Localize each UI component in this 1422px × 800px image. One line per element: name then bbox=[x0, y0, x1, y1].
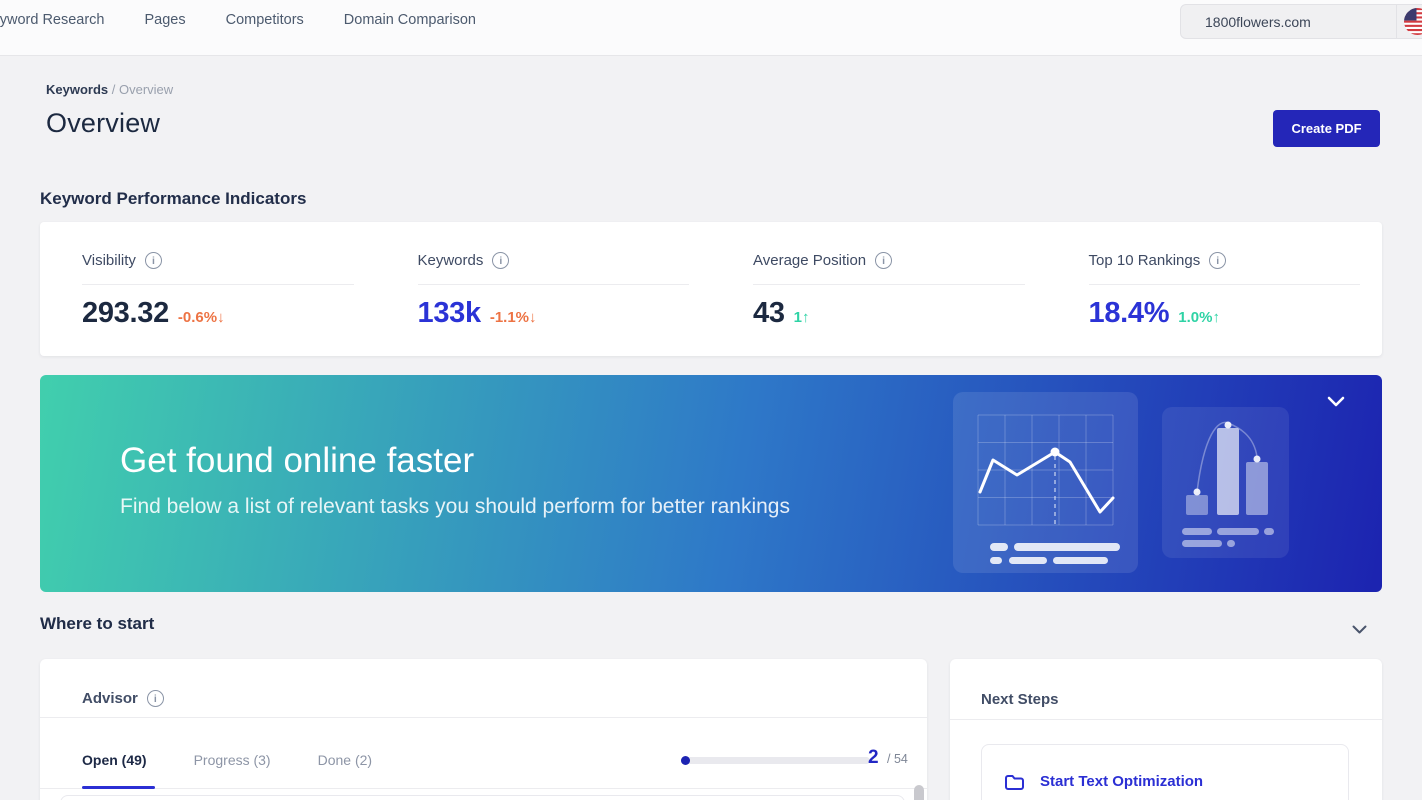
kpi-label: Average Position bbox=[753, 252, 867, 269]
kpi-delta: -1.1%↓ bbox=[489, 309, 537, 326]
active-tab-underline bbox=[82, 786, 155, 789]
divider bbox=[417, 284, 689, 285]
kpi-value: 18.4% bbox=[1088, 297, 1170, 329]
divider bbox=[82, 284, 354, 285]
nav-items: Keyword Research Pages Competitors Domai… bbox=[0, 12, 476, 28]
nav-item-domain-comparison[interactable]: Domain Comparison bbox=[343, 12, 476, 28]
folder-icon bbox=[1004, 773, 1025, 791]
nav-item-competitors[interactable]: Competitors bbox=[225, 12, 304, 28]
info-icon[interactable] bbox=[146, 690, 164, 707]
nav-item-keyword-research[interactable]: Keyword Research bbox=[0, 12, 105, 28]
domain-value[interactable]: 1800flowers.com bbox=[1205, 13, 1311, 30]
advisor-card-title: Advisor bbox=[82, 690, 138, 707]
where-to-start-chevron-down-icon[interactable] bbox=[1352, 622, 1367, 640]
kpi-value: 43 bbox=[753, 297, 785, 329]
banner-collapse-chevron-down-icon[interactable] bbox=[1327, 395, 1345, 407]
advisor-progress-count: 2 / 54 bbox=[868, 747, 908, 769]
kpi-top10-rankings: Top 10 Rankings 18.4% 1.0%↑ bbox=[1047, 222, 1383, 356]
arrow-up-icon: ↑ bbox=[802, 309, 810, 326]
divider bbox=[1396, 4, 1397, 39]
kpi-label: Visibility bbox=[82, 252, 136, 269]
breadcrumb-separator: / bbox=[111, 82, 119, 97]
advisor-promo-banner: Get found online faster Find below a lis… bbox=[40, 375, 1382, 592]
tab-done[interactable]: Done (2) bbox=[317, 752, 373, 768]
breadcrumb-overview: Overview bbox=[119, 82, 174, 97]
kpi-delta: 1.0%↑ bbox=[1178, 309, 1220, 326]
domain-selector[interactable]: 1800flowers.com bbox=[1180, 4, 1422, 39]
next-step-start-text-optimization[interactable]: Start Text Optimization bbox=[981, 744, 1349, 800]
kpi-section-heading: Keyword Performance Indicators bbox=[40, 189, 307, 208]
progress-total-count: / 54 bbox=[887, 752, 908, 766]
arrow-down-icon: ↓ bbox=[217, 309, 225, 326]
where-to-start-heading: Where to start bbox=[40, 614, 155, 633]
top-navigation: Keyword Research Pages Competitors Domai… bbox=[0, 0, 1422, 56]
kpi-value: 133k bbox=[417, 297, 482, 329]
kpi-label: Keywords bbox=[417, 252, 484, 269]
info-icon[interactable] bbox=[492, 252, 510, 269]
nav-item-pages[interactable]: Pages bbox=[144, 12, 186, 28]
advisor-tabs: Open (49) Progress (3) Done (2) bbox=[82, 752, 372, 792]
breadcrumb-keywords[interactable]: Keywords bbox=[46, 82, 109, 97]
breadcrumb: Keywords / Overview bbox=[46, 82, 173, 97]
page-title: Overview bbox=[46, 108, 161, 138]
tab-open[interactable]: Open (49) bbox=[82, 752, 147, 768]
line-chart-illustration bbox=[953, 392, 1138, 573]
banner-title: Get found online faster bbox=[120, 441, 475, 480]
create-pdf-button[interactable]: Create PDF bbox=[1273, 110, 1380, 147]
next-step-label: Start Text Optimization bbox=[1040, 773, 1204, 790]
scrollbar-thumb[interactable] bbox=[914, 785, 924, 800]
divider bbox=[753, 284, 1025, 285]
advisor-card: Advisor Open (49) Progress (3) Done (2) … bbox=[40, 659, 927, 800]
kpi-label: Top 10 Rankings bbox=[1088, 252, 1201, 269]
info-icon[interactable] bbox=[875, 252, 893, 269]
divider bbox=[40, 788, 927, 789]
next-steps-card: Next Steps Start Text Optimization bbox=[950, 659, 1382, 800]
progress-done-count: 2 bbox=[868, 747, 879, 768]
divider bbox=[950, 719, 1382, 720]
info-icon[interactable] bbox=[144, 252, 162, 269]
arrow-up-icon: ↑ bbox=[1212, 309, 1220, 326]
kpi-keywords: Keywords 133k -1.1%↓ bbox=[376, 222, 712, 356]
next-steps-title: Next Steps bbox=[981, 691, 1059, 708]
banner-subtitle: Find below a list of relevant tasks you … bbox=[120, 495, 790, 518]
tab-progress[interactable]: Progress (3) bbox=[193, 752, 271, 768]
kpi-value: 293.32 bbox=[82, 297, 169, 329]
kpi-average-position: Average Position 43 1↑ bbox=[711, 222, 1047, 356]
us-flag-icon[interactable] bbox=[1397, 8, 1422, 35]
info-icon[interactable] bbox=[1209, 252, 1227, 269]
kpi-delta: -0.6%↓ bbox=[177, 309, 225, 326]
bar-chart-illustration bbox=[1162, 407, 1289, 558]
kpi-visibility: Visibility 293.32 -0.6%↓ bbox=[40, 222, 376, 356]
advisor-list-item[interactable] bbox=[60, 795, 905, 800]
arrow-down-icon: ↓ bbox=[529, 309, 537, 326]
advisor-progress-bar bbox=[681, 756, 870, 765]
divider bbox=[1088, 284, 1360, 285]
kpi-card: Visibility 293.32 -0.6%↓ Keywords 133k -… bbox=[40, 222, 1382, 356]
progress-indicator-dot bbox=[681, 756, 690, 765]
kpi-delta: 1↑ bbox=[793, 309, 810, 326]
divider bbox=[40, 717, 927, 718]
